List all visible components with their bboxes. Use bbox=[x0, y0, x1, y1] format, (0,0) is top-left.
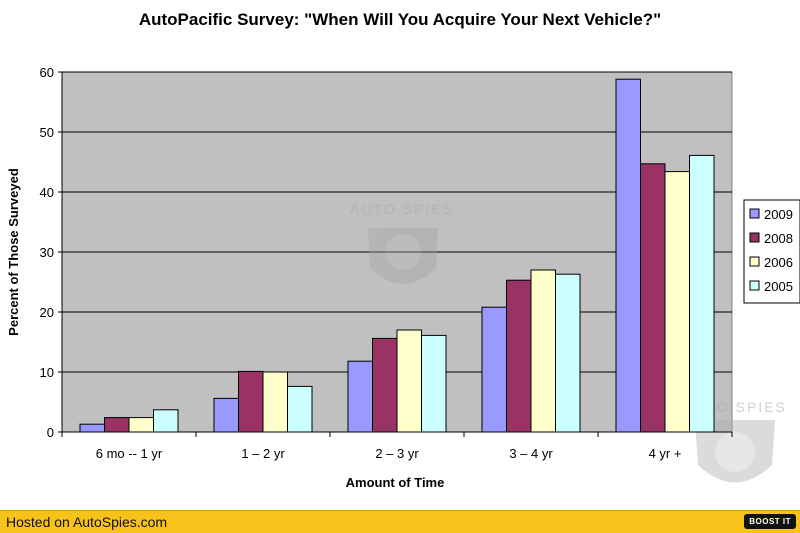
x-axis-ticks: 6 mo -- 1 yr 1 – 2 yr 2 – 3 yr 3 – 4 yr 4 yr… bbox=[61, 432, 733, 461]
y-tick-label: 60 bbox=[40, 65, 54, 80]
legend-label-2009: 2009 bbox=[764, 207, 793, 222]
bar-2009-1 bbox=[213, 397, 239, 433]
legend-label-2006: 2006 bbox=[764, 255, 793, 270]
bar-2006-3 bbox=[530, 269, 556, 433]
footer-text: Hosted on AutoSpies.com bbox=[6, 514, 168, 530]
watermark-logo-icon bbox=[368, 228, 438, 284]
legend: 2009 2008 2006 2005 bbox=[743, 199, 800, 304]
bar-2008-0 bbox=[104, 417, 130, 433]
bar-2009-0 bbox=[79, 423, 105, 433]
x-tick-label: 1 – 2 yr bbox=[241, 446, 285, 461]
chart-title: AutoPacific Survey: "When Will You Acqui… bbox=[139, 10, 661, 29]
bar-2005-2 bbox=[421, 334, 447, 433]
bar-2005-4 bbox=[689, 154, 715, 433]
bar-chart: AutoPacific Survey: "When Will You Acqui… bbox=[6, 10, 800, 490]
y-axis-title: Percent of Those Surveyed bbox=[6, 168, 21, 336]
legend-swatch-2009 bbox=[749, 208, 760, 219]
bar-2006-1 bbox=[262, 371, 288, 433]
bar-2005-1 bbox=[287, 385, 313, 433]
bar-2008-3 bbox=[506, 279, 532, 433]
x-tick-label: 6 mo -- 1 yr bbox=[96, 446, 163, 461]
bars bbox=[61, 72, 732, 433]
y-axis-ticks: 0 10 20 30 40 50 60 bbox=[40, 65, 62, 440]
y-tick-label: 10 bbox=[40, 365, 54, 380]
legend-swatch-2008 bbox=[749, 232, 760, 243]
bar-2009-2 bbox=[347, 360, 373, 433]
bar-2009-3 bbox=[481, 306, 507, 433]
footer-bar: Hosted on AutoSpies.com BOOST IT bbox=[0, 510, 800, 533]
legend-swatch-2005 bbox=[749, 280, 760, 291]
watermark-center: AUTO SPIES bbox=[350, 201, 454, 217]
legend-swatch-2006 bbox=[749, 256, 760, 267]
chart: AutoPacific Survey: "When Will You Acqui… bbox=[6, 10, 800, 490]
legend-label-2005: 2005 bbox=[764, 279, 793, 294]
y-tick-label: 40 bbox=[40, 185, 54, 200]
watermark-corner-logo-icon bbox=[695, 420, 775, 483]
x-tick-label: 2 – 3 yr bbox=[375, 446, 419, 461]
bar-2006-4 bbox=[664, 171, 690, 433]
bar-2006-0 bbox=[128, 417, 154, 433]
bar-2005-0 bbox=[153, 409, 179, 433]
boost-it-button[interactable]: BOOST IT bbox=[744, 514, 796, 529]
x-axis-title: Amount of Time bbox=[346, 475, 445, 490]
bar-2009-4 bbox=[615, 78, 641, 433]
legend-label-2008: 2008 bbox=[764, 231, 793, 246]
x-tick-label: 3 – 4 yr bbox=[509, 446, 553, 461]
y-tick-label: 20 bbox=[40, 305, 54, 320]
y-tick-label: 0 bbox=[47, 425, 54, 440]
bar-2005-3 bbox=[555, 273, 581, 433]
bar-2006-2 bbox=[396, 329, 422, 433]
bar-2008-1 bbox=[238, 370, 264, 433]
y-tick-label: 50 bbox=[40, 125, 54, 140]
bar-2008-4 bbox=[640, 163, 666, 433]
x-tick-label: 4 yr + bbox=[649, 446, 682, 461]
y-tick-label: 30 bbox=[40, 245, 54, 260]
bar-2008-2 bbox=[372, 337, 398, 433]
